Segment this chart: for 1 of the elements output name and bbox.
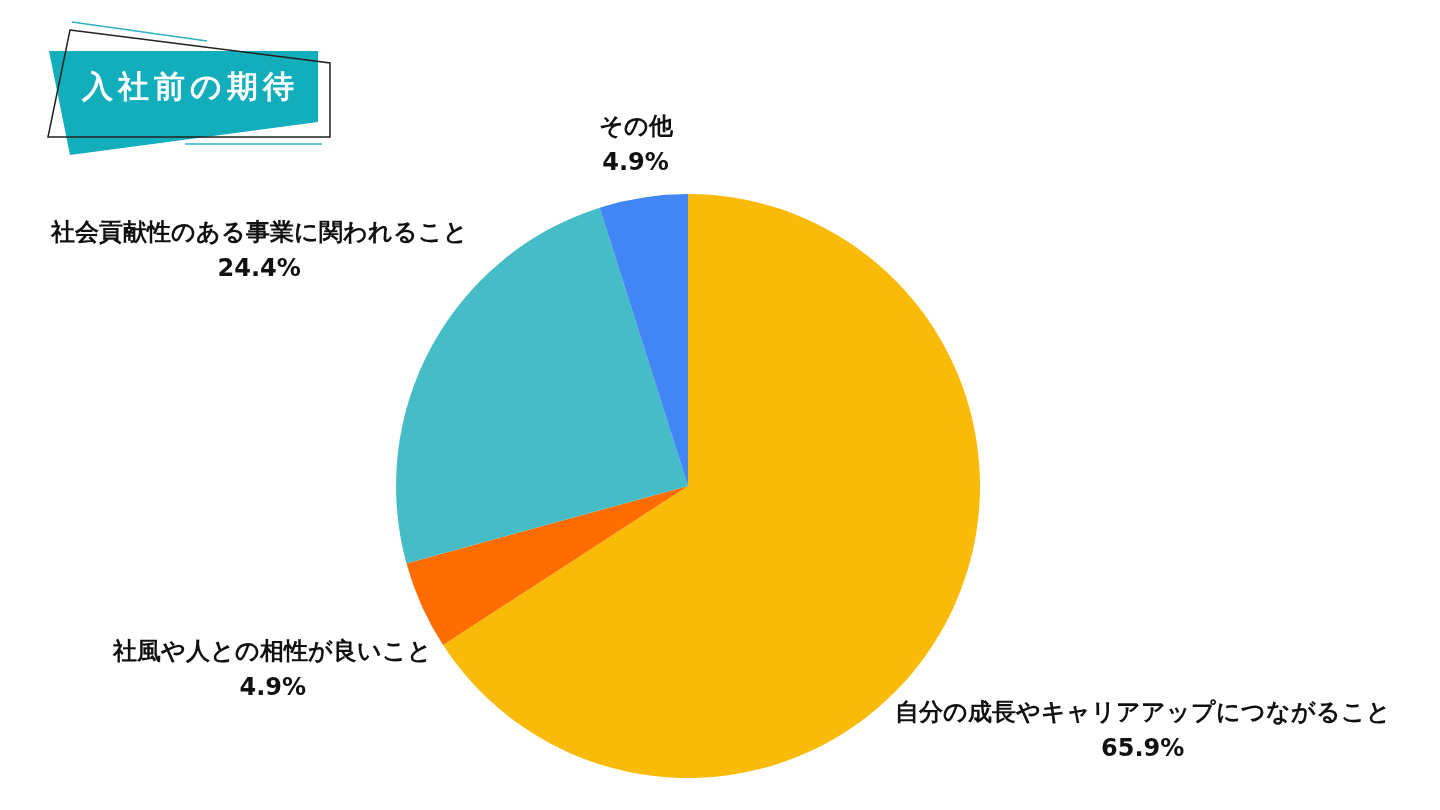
title: 入社前の期待	[81, 68, 299, 104]
